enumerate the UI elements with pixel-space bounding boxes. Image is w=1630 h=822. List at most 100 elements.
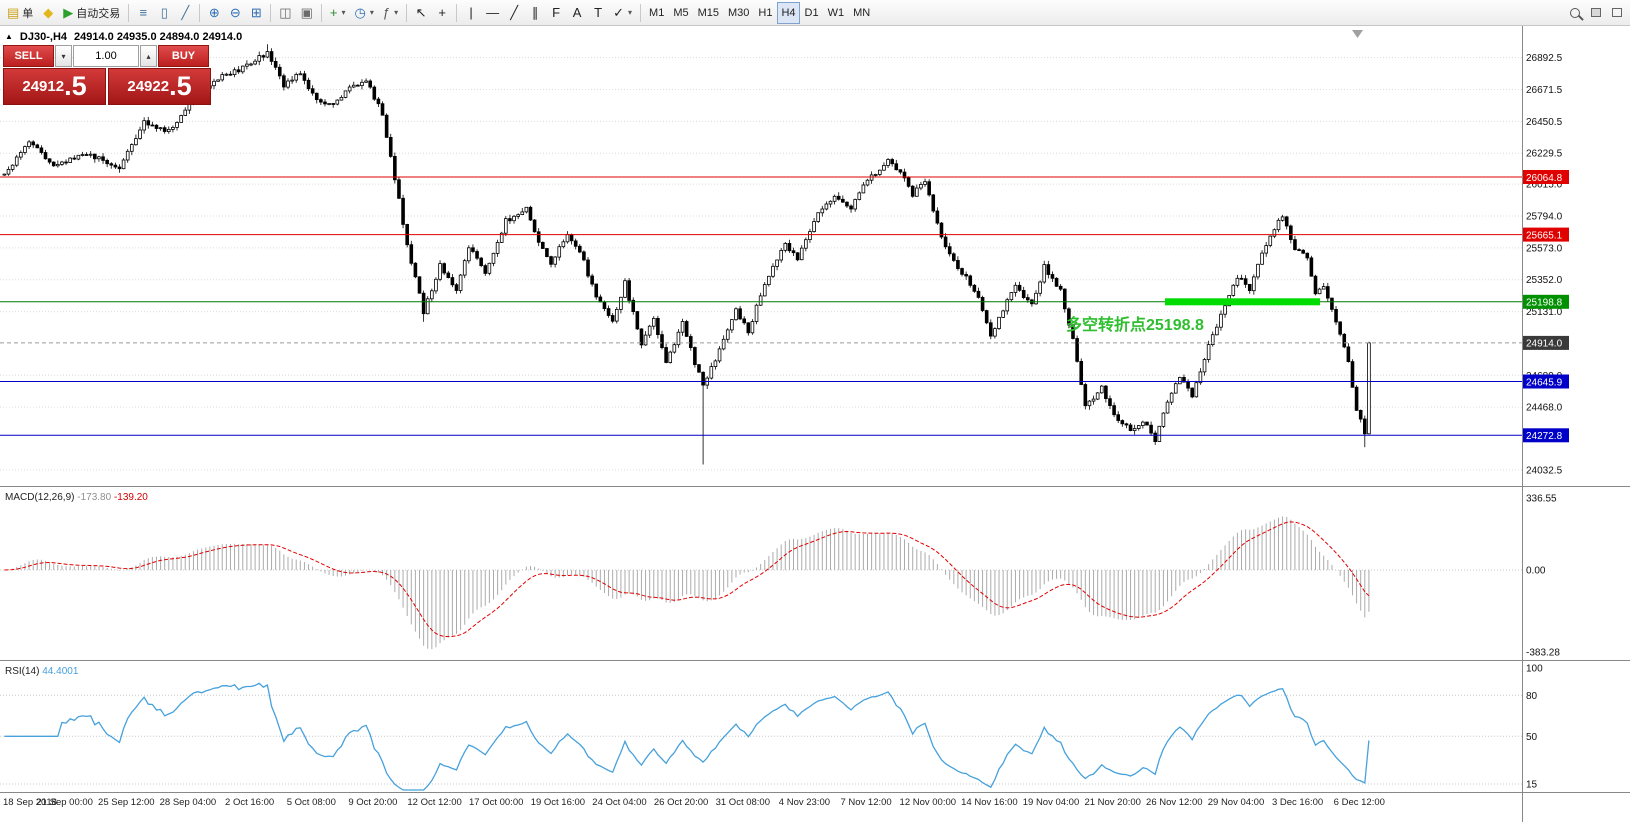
crosshair-icon: +: [438, 5, 446, 20]
cascade-windows-button[interactable]: ▣: [297, 2, 317, 24]
svg-text:19 Oct 16:00: 19 Oct 16:00: [531, 797, 585, 808]
timeframe-m30-button[interactable]: M30: [724, 2, 753, 24]
timeframe-h1-button[interactable]: H1: [754, 2, 776, 24]
search-icon: [1570, 7, 1580, 18]
grid-button[interactable]: ⊞: [246, 2, 266, 24]
turning-point-annotation: 多空转折点25198.8: [1066, 315, 1204, 334]
candlestick-chart-button[interactable]: ▯: [154, 2, 174, 24]
timeframe-m1-button-label: M1: [649, 6, 665, 19]
fibonacci-button[interactable]: F: [546, 2, 566, 24]
zoom-out-icon: ⊖: [229, 5, 241, 20]
trade-panel-controls: SELL ▾ ▴ BUY: [3, 45, 211, 67]
volume-down-button[interactable]: ▾: [55, 45, 72, 67]
svg-text:26892.5: 26892.5: [1526, 53, 1563, 64]
indicators-button[interactable]: ƒ ▾: [379, 2, 402, 24]
arrows-button-dropdown-icon[interactable]: ▾: [628, 8, 633, 17]
profiles-button-dropdown-icon[interactable]: ▾: [369, 8, 374, 17]
svg-text:25198.8: 25198.8: [1526, 298, 1563, 309]
svg-text:24032.5: 24032.5: [1526, 465, 1563, 476]
arrows-button[interactable]: ✓ ▾: [609, 2, 636, 24]
profiles-button[interactable]: ◷ ▾: [351, 2, 378, 24]
line-chart-button[interactable]: ╱: [175, 2, 195, 24]
svg-text:336.55: 336.55: [1526, 494, 1557, 505]
bar-chart-button[interactable]: ≡: [133, 2, 153, 24]
horizontal-lines: 26064.8 25665.1 25198.8 24914.0 24645.9 24272…: [0, 170, 1569, 443]
crosshair-button[interactable]: +: [432, 2, 452, 24]
timeframe-d1-button[interactable]: D1: [801, 2, 823, 24]
channel-button[interactable]: ∥: [525, 2, 545, 24]
timeframe-m30-button-label: M30: [728, 6, 750, 19]
vertical-line-icon: |: [469, 5, 473, 20]
timeframe-m5-button-label: M5: [673, 6, 689, 19]
timeframe-w1-button[interactable]: W1: [824, 2, 849, 24]
alerts-button[interactable]: ◆: [38, 2, 58, 24]
autotrading-button-label: 自动交易: [76, 7, 121, 20]
svg-text:17 Oct 00:00: 17 Oct 00:00: [469, 797, 523, 808]
svg-text:21 Nov 20:00: 21 Nov 20:00: [1084, 797, 1141, 808]
float-window-icon: [1612, 8, 1622, 17]
buy-price-box[interactable]: 24922.5: [108, 68, 211, 105]
new-order-button[interactable]: ▤ 单: [3, 2, 37, 24]
horizontal-line-button[interactable]: —: [482, 2, 503, 24]
label-button[interactable]: T: [588, 2, 608, 24]
svg-text:7 Nov 12:00: 7 Nov 12:00: [840, 797, 891, 808]
svg-text:19 Nov 04:00: 19 Nov 04:00: [1023, 797, 1080, 808]
search-button[interactable]: [1565, 2, 1585, 24]
sell-price-box[interactable]: 24912.5: [3, 68, 106, 105]
svg-text:21 Sep 00:00: 21 Sep 00:00: [36, 797, 93, 808]
indicators-icon: ƒ: [382, 5, 391, 20]
float-window-button[interactable]: [1607, 2, 1627, 24]
timeframe-mn-button-label: MN: [853, 6, 871, 19]
text-icon: A: [572, 5, 582, 20]
new-order-icon: ▤: [7, 5, 20, 20]
svg-text:100: 100: [1526, 664, 1543, 675]
cursor-button[interactable]: ↖: [411, 2, 431, 24]
new-chart-button[interactable]: + ▾: [326, 2, 350, 24]
vertical-line-button[interactable]: |: [461, 2, 481, 24]
svg-text:26229.5: 26229.5: [1526, 149, 1563, 160]
toolbar-separator: [640, 3, 642, 22]
timeframe-m5-button[interactable]: M5: [669, 2, 692, 24]
svg-text:25665.1: 25665.1: [1526, 230, 1563, 241]
svg-text:28 Sep 04:00: 28 Sep 04:00: [160, 797, 217, 808]
zoom-in-button[interactable]: ⊕: [204, 2, 224, 24]
one-click-trading-panel: SELL ▾ ▴ BUY 24912.5 24922.5: [3, 45, 211, 105]
chart-shift-marker: [1352, 30, 1363, 38]
svg-text:3 Dec 16:00: 3 Dec 16:00: [1272, 797, 1323, 808]
svg-text:26671.5: 26671.5: [1526, 85, 1563, 96]
volume-input[interactable]: [73, 45, 139, 67]
autotrading-icon: ▶: [63, 5, 74, 20]
sell-button[interactable]: SELL: [3, 45, 54, 67]
text-button[interactable]: A: [567, 2, 587, 24]
buy-button[interactable]: BUY: [158, 45, 209, 67]
svg-text:9 Oct 20:00: 9 Oct 20:00: [348, 797, 397, 808]
macd-signal-line: [4, 521, 1370, 638]
panel-toggle-icon[interactable]: ▲: [5, 32, 13, 41]
svg-text:29 Nov 04:00: 29 Nov 04:00: [1208, 797, 1265, 808]
svg-text:25794.0: 25794.0: [1526, 212, 1563, 223]
pivot-green-line-highlight: [1165, 298, 1320, 306]
timeframe-m15-button[interactable]: M15: [694, 2, 723, 24]
timeframe-h4-button[interactable]: H4: [777, 1, 800, 24]
svg-text:80: 80: [1526, 691, 1538, 702]
new-chart-button-dropdown-icon[interactable]: ▾: [341, 8, 346, 17]
sell-price-pips: .5: [64, 71, 87, 101]
toolbar-separator: [456, 3, 458, 22]
timeframe-mn-button[interactable]: MN: [849, 2, 874, 24]
horizontal-line-icon: —: [486, 5, 500, 20]
maximize-button[interactable]: [1586, 2, 1606, 24]
indicators-button-dropdown-icon[interactable]: ▾: [394, 8, 399, 17]
trendline-button[interactable]: ╱: [504, 2, 524, 24]
timeframe-m1-button[interactable]: M1: [645, 2, 668, 24]
timeframe-d1-button-label: D1: [804, 6, 819, 19]
toolbar-separator: [199, 3, 201, 22]
cursor-icon: ↖: [415, 5, 427, 20]
new-order-button-label: 单: [22, 7, 34, 20]
zoom-out-button[interactable]: ⊖: [225, 2, 245, 24]
label-icon: T: [594, 5, 603, 20]
autotrading-button[interactable]: ▶ 自动交易: [59, 2, 124, 24]
tile-windows-button[interactable]: ◫: [275, 2, 295, 24]
volume-up-button[interactable]: ▴: [140, 45, 157, 67]
timeframe-w1-button-label: W1: [827, 6, 845, 19]
